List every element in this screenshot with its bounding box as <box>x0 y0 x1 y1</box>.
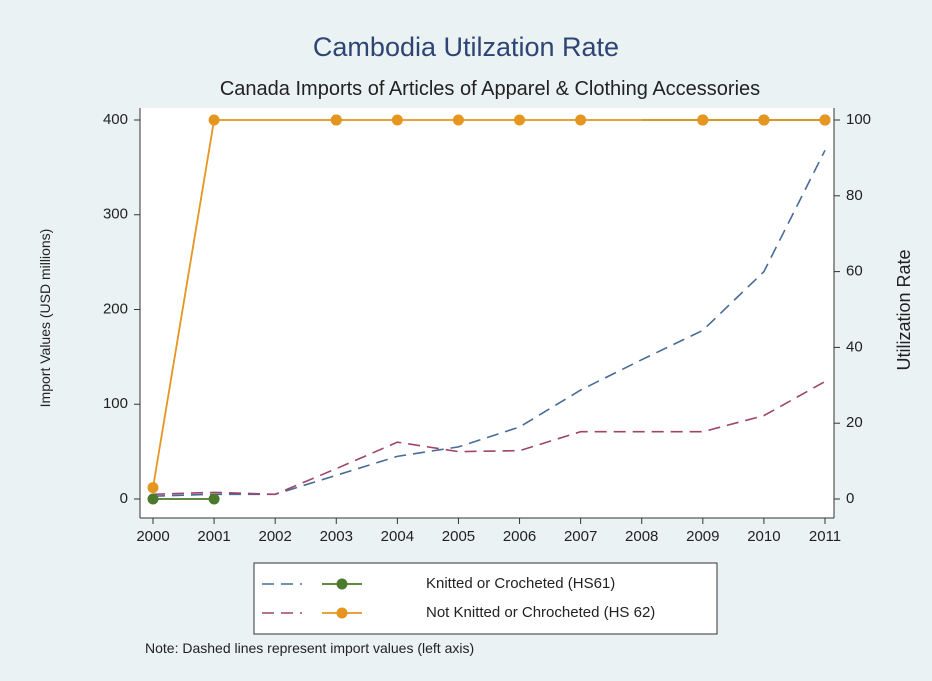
x-tick-label: 2007 <box>564 528 597 545</box>
x-ticks: 2000 2001 2002 2003 2004 2005 2006 2007 2008 2009… <box>136 518 841 545</box>
chart-note: Note: Dashed lines represent import valu… <box>145 640 474 656</box>
x-tick-label: 2010 <box>747 528 780 545</box>
rate-marker-hs62_rate <box>330 114 342 126</box>
y-right-tick-label: 80 <box>846 187 863 204</box>
legend: Knitted or Crocheted (HS61) Not Knitted … <box>253 562 718 635</box>
y-right-axis-title: Utilization Rate <box>894 249 914 370</box>
chart-title: Cambodia Utilzation Rate <box>313 32 619 62</box>
plot-area <box>140 108 834 518</box>
rate-marker-hs61_rate <box>208 493 220 505</box>
y-left-tick-label: 0 <box>120 490 128 507</box>
rate-marker-hs62_rate <box>452 114 464 126</box>
x-tick-label: 2002 <box>258 528 291 545</box>
y-right-ticks: 0 20 40 60 80 100 <box>834 111 871 507</box>
y-right-tick-label: 100 <box>846 111 871 128</box>
rate-marker-hs61_rate <box>147 493 159 505</box>
legend-key-rate-marker-hs62 <box>336 607 348 619</box>
rate-marker-hs62_rate <box>208 114 220 126</box>
import-value-series <box>152 149 826 497</box>
y-right-tick-label: 40 <box>846 338 863 355</box>
x-tick-label: 2003 <box>320 528 353 545</box>
y-right-tick-label: 60 <box>846 263 863 280</box>
import-line-hs61_import <box>152 149 826 497</box>
legend-box <box>253 562 718 635</box>
rate-marker-hs62_rate <box>147 482 159 494</box>
import-line-hs62_import <box>152 380 826 496</box>
legend-label-hs62: Not Knitted or Chrocheted (HS 62) <box>426 604 655 621</box>
rate-marker-hs62_rate <box>514 114 526 126</box>
y-left-tick-label: 300 <box>103 206 128 223</box>
x-tick-label: 2000 <box>136 528 169 545</box>
x-tick-label: 2005 <box>442 528 475 545</box>
rate-line-hs62_rate <box>152 119 825 488</box>
x-tick-label: 2006 <box>503 528 536 545</box>
y-left-tick-label: 100 <box>103 395 128 412</box>
legend-label-hs61: Knitted or Crocheted (HS61) <box>426 575 615 592</box>
x-tick-label: 2008 <box>625 528 658 545</box>
y-left-tick-label: 400 <box>103 111 128 128</box>
y-left-ticks: 0 100 200 300 400 <box>103 111 140 507</box>
x-tick-label: 2004 <box>381 528 414 545</box>
rate-marker-hs62_rate <box>697 114 709 126</box>
legend-key-rate-marker-hs61 <box>336 578 348 590</box>
x-tick-label: 2009 <box>686 528 719 545</box>
y-right-tick-label: 20 <box>846 414 863 431</box>
y-left-axis-title: Import Values (USD millions) <box>37 229 53 408</box>
utilization-rate-series <box>147 114 831 505</box>
y-right-tick-label: 0 <box>846 490 854 507</box>
chart-subtitle: Canada Imports of Articles of Apparel & … <box>220 78 760 100</box>
legend-items <box>262 578 362 619</box>
x-tick-label: 2011 <box>809 528 841 545</box>
rate-marker-hs62_rate <box>575 114 587 126</box>
rate-marker-hs62_rate <box>758 114 770 126</box>
y-left-tick-label: 200 <box>103 300 128 317</box>
x-tick-label: 2001 <box>197 528 230 545</box>
rate-marker-hs62_rate <box>391 114 403 126</box>
rate-marker-hs62_rate <box>819 114 831 126</box>
